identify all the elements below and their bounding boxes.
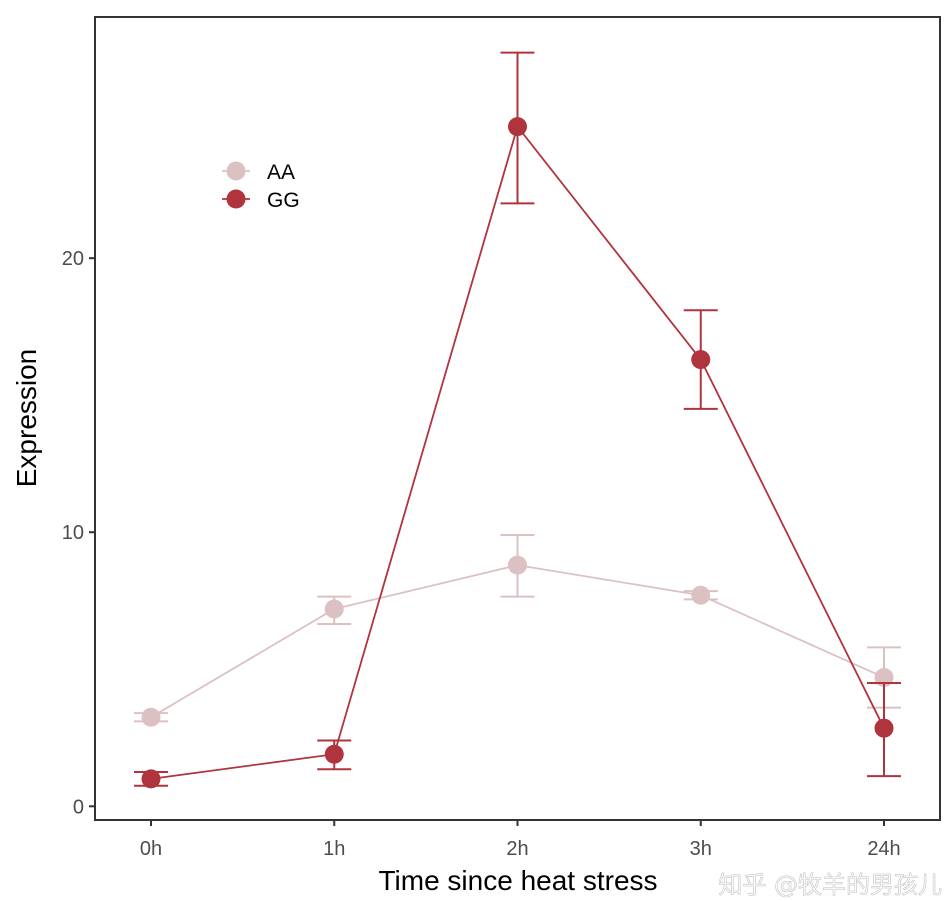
legend-key-point [226, 189, 246, 209]
series-AA [134, 533, 901, 727]
x-tick-label: 3h [690, 838, 712, 860]
series-GG [134, 51, 901, 789]
x-tick-label: 2h [506, 838, 528, 860]
x-tick-label: 24h [867, 838, 900, 860]
data-point [324, 599, 344, 619]
data-point [691, 350, 711, 370]
y-tick-label: 0 [73, 796, 84, 818]
data-point [691, 585, 711, 605]
data-point [508, 555, 527, 575]
data-point [141, 769, 161, 789]
legend-label: AA [267, 161, 295, 184]
x-tick-label: 1h [323, 838, 345, 860]
data-point [508, 117, 527, 137]
y-axis-label: Expression [11, 349, 42, 488]
x-tick-label: 0h [140, 838, 162, 860]
watermark: 知乎 @牧羊的男孩儿 [718, 871, 942, 899]
legend-key-point [226, 161, 246, 181]
x-axis-label: Time since heat stress [378, 865, 657, 896]
data-point [324, 744, 344, 764]
y-tick-label: 20 [62, 248, 84, 270]
data-point [874, 718, 894, 738]
y-tick-label: 10 [62, 522, 84, 544]
legend-label: GG [267, 189, 300, 212]
data-point [141, 707, 161, 727]
